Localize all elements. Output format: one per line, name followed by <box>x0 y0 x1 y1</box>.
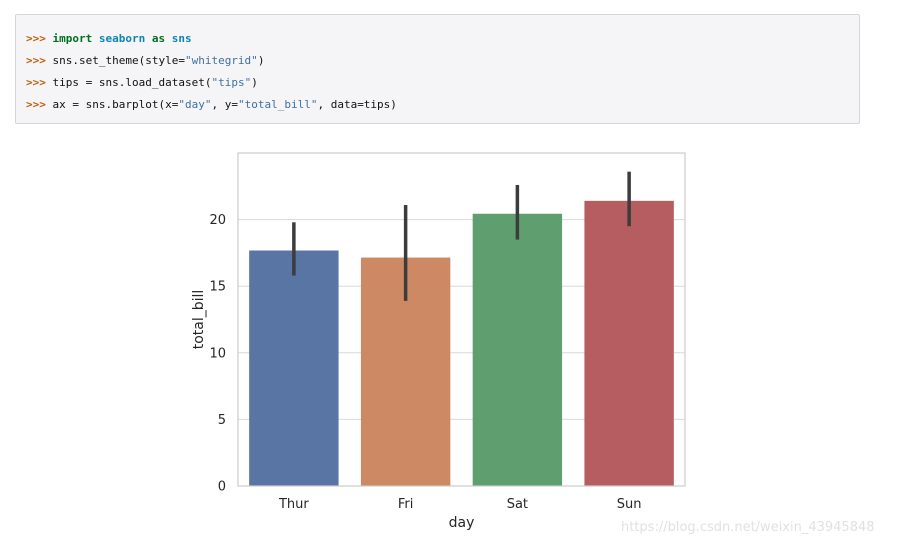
x-tick-label: Sat <box>507 497 528 512</box>
code-prompt: >>> <box>26 32 46 45</box>
y-tick-label: 0 <box>218 480 226 495</box>
code-token: "tips" <box>211 76 252 89</box>
code-token: , y= <box>211 98 238 111</box>
code-token: tips = sns.load_dataset( <box>52 76 212 89</box>
plot-frame <box>237 152 686 487</box>
code-block: >>> import seaborn as sns >>> sns.set_the… <box>15 14 860 124</box>
code-token: , data=tips) <box>317 98 397 111</box>
y-axis-label: total_bill <box>191 290 207 350</box>
code-line: >>> import seaborn as sns <box>26 28 859 50</box>
code-prompt: >>> <box>26 98 46 111</box>
code-token: sns.set_theme(style= <box>52 54 185 67</box>
code-token: ax = sns.barplot(x= <box>52 98 179 111</box>
y-tick-label: 10 <box>209 346 226 361</box>
x-tick-label: Sun <box>617 497 642 512</box>
y-tick-label: 15 <box>209 280 226 295</box>
bar <box>584 200 674 487</box>
bar <box>249 250 339 486</box>
code-prompt: >>> <box>26 76 46 89</box>
y-tick-label: 5 <box>218 413 226 428</box>
code-token: seaborn <box>98 32 146 45</box>
code-token: ) <box>257 54 265 67</box>
x-tick-label: Fri <box>398 497 414 512</box>
code-token: as <box>151 32 166 45</box>
code-token: sns <box>171 32 192 45</box>
code-line: >>> ax = sns.barplot(x="day", y="total_b… <box>26 94 859 116</box>
code-token: import <box>52 32 93 45</box>
code-token: "total_bill" <box>237 98 318 111</box>
code-token: "whitegrid" <box>184 54 258 67</box>
watermark: https://blog.csdn.net/weixin_43945848 <box>621 520 875 535</box>
code-line: >>> tips = sns.load_dataset("tips") <box>26 72 859 94</box>
x-tick-label: Thur <box>278 497 309 512</box>
y-tick-label: 20 <box>209 213 226 228</box>
x-axis-label: day <box>449 515 475 531</box>
code-line: >>> sns.set_theme(style="whitegrid") <box>26 50 859 72</box>
code-token: ) <box>251 76 258 89</box>
code-token: "day" <box>178 98 212 111</box>
code-prompt: >>> <box>26 54 46 67</box>
bar <box>472 213 563 486</box>
